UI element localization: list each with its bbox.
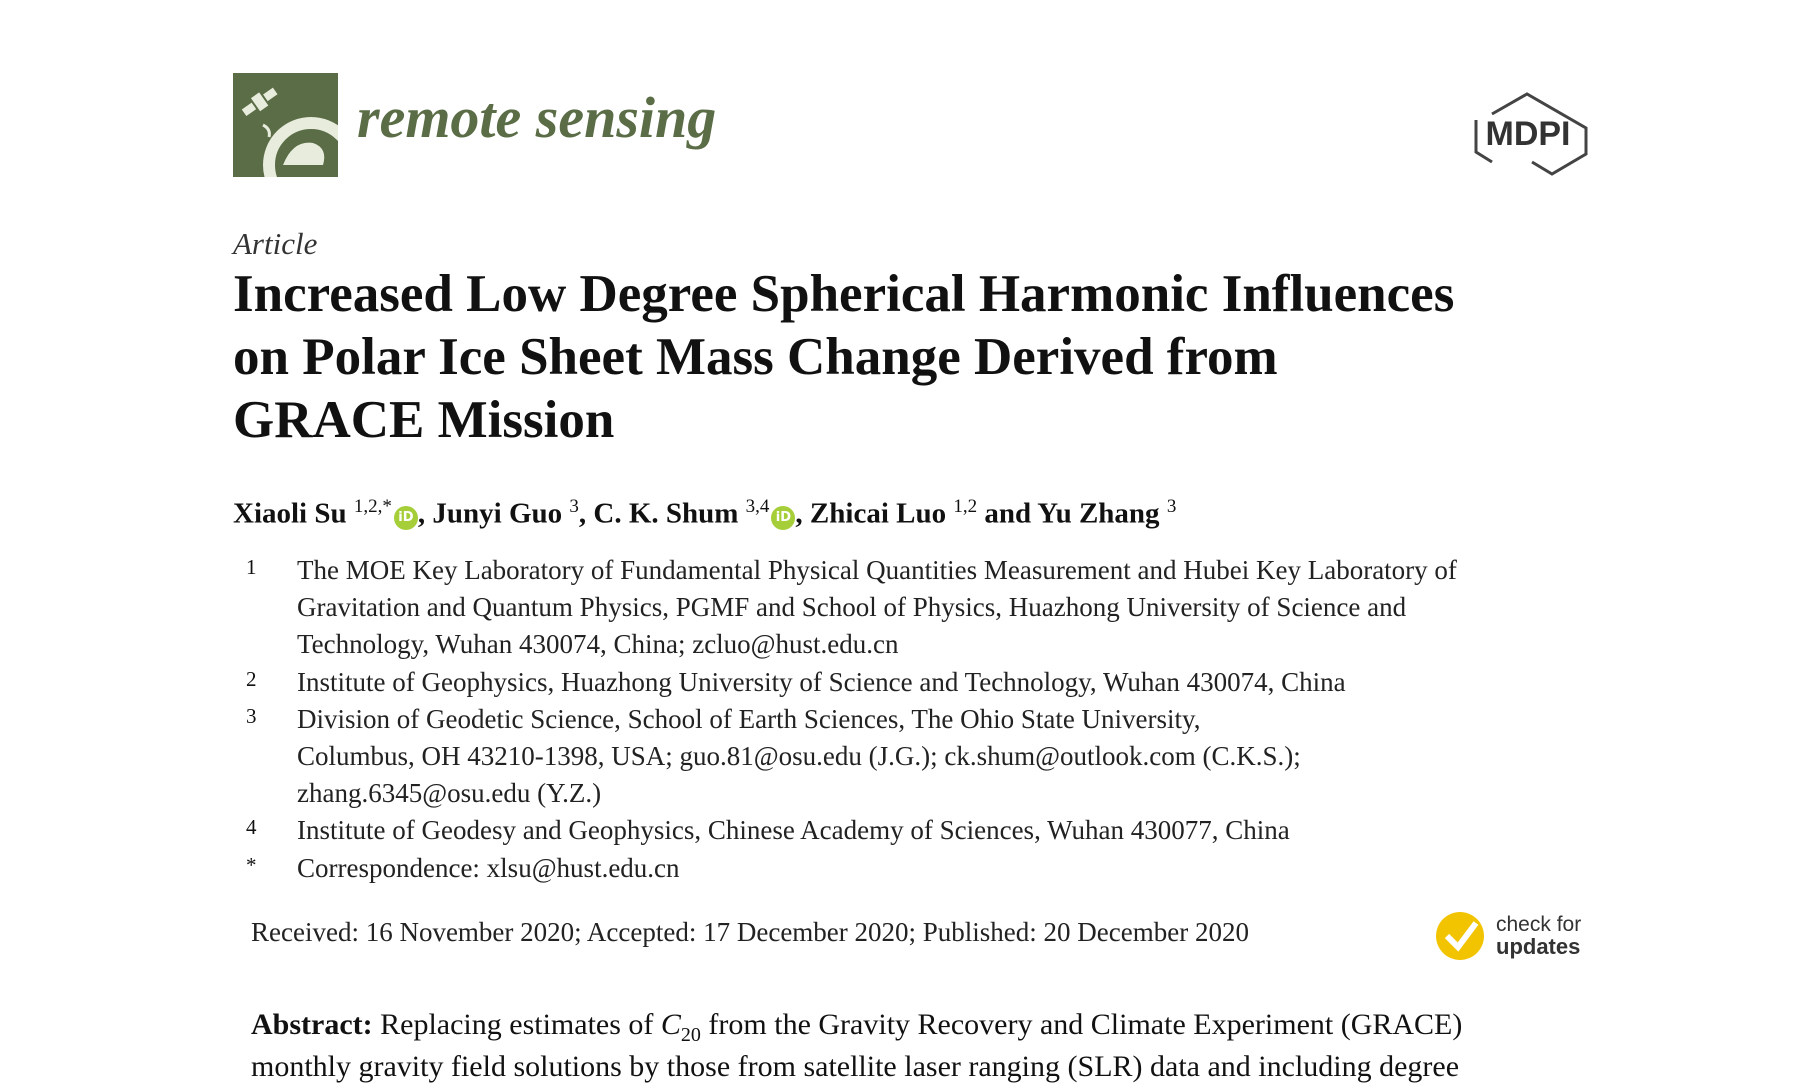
text: Replacing estimates of	[380, 1008, 661, 1041]
title-line: on Polar Ice Sheet Mass Change Derived f…	[233, 328, 1278, 386]
author-affiliation: 3,4	[745, 496, 770, 517]
affiliation-line: The MOE Key Laboratory of Fundamental Ph…	[297, 555, 1457, 585]
author-name: Junyi Guo	[432, 497, 563, 530]
dates: Received: 16 November 2020; Accepted: 17…	[251, 917, 1249, 947]
publisher-name: MDPI	[1486, 115, 1571, 153]
author-name: C. K. Shum	[593, 497, 739, 530]
text: C	[660, 1008, 681, 1041]
badge-line: updates	[1496, 934, 1580, 959]
affiliation-line: zhang.6345@osu.edu (Y.Z.)	[297, 778, 602, 809]
affiliation-line: Division of Geodetic Science, School of …	[297, 703, 1201, 734]
author-affiliation: 3	[569, 496, 579, 517]
article-type: Article	[233, 226, 318, 261]
affiliation-mark: 3	[246, 703, 257, 728]
publisher-logo: MDPI	[1474, 92, 1588, 176]
author-separator: ,	[578, 497, 594, 530]
author-name: Yu Zhang	[1037, 497, 1160, 530]
text: 20	[680, 1024, 701, 1046]
authors: Xiaoli Su 1,2,*iD, Junyi Guo 3, C. K. Sh…	[233, 496, 1176, 531]
orcid-icon: iD	[771, 505, 796, 530]
affiliation-mark: 2	[246, 666, 257, 691]
affiliation-mark: 1	[246, 555, 257, 579]
author-affiliation: 3	[1166, 496, 1177, 517]
abstract-line: Abstract: Replacing estimates of C20 fro…	[251, 1008, 1462, 1047]
journal-logo	[233, 73, 338, 177]
author-affiliation: 1,2,*	[353, 496, 392, 517]
author-separator: ,	[417, 497, 433, 530]
affiliation-line: Gravitation and Quantum Physics, PGMF an…	[297, 592, 1407, 623]
affiliation-line: Institute of Geophysics, Huazhong Univer…	[297, 666, 1346, 697]
author-separator: ,	[795, 497, 810, 530]
abstract-label: Abstract:	[251, 1008, 373, 1041]
affiliation-line: Correspondence: xlsu@hust.edu.cn	[297, 852, 680, 883]
check-updates-badge[interactable]: check for updates	[1434, 906, 1594, 962]
affiliation-mark: *	[246, 852, 257, 877]
badge-line: check for	[1496, 913, 1581, 936]
affiliation-line: Columbus, OH 43210-1398, USA; guo.81@osu…	[297, 741, 1301, 771]
journal-name: remote sensing	[357, 85, 717, 150]
affiliation-mark: 4	[246, 815, 257, 840]
author-affiliation: 1,2	[953, 496, 978, 517]
author-name: Zhicai Luo	[809, 497, 947, 530]
author-separator: and	[977, 497, 1038, 530]
title-line: Increased Low Degree Spherical Harmonic …	[233, 265, 1455, 323]
affiliation-line: Institute of Geodesy and Geophysics, Chi…	[297, 815, 1290, 846]
orcid-icon: iD	[393, 505, 418, 530]
author-name: Xiaoli Su	[233, 497, 347, 530]
affiliation-line: Technology, Wuhan 430074, China; zcluo@h…	[297, 629, 899, 660]
title-line: GRACE Mission	[233, 391, 615, 449]
abstract-line: monthly gravity field solutions by those…	[251, 1050, 1460, 1083]
text: from the Gravity Recovery and Climate Ex…	[700, 1008, 1463, 1041]
